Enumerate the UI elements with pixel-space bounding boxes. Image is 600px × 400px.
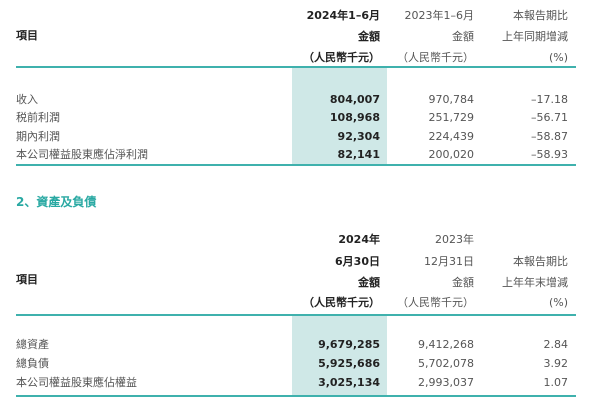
header-item: 項目 [16, 273, 38, 286]
header-c1: 2024年1–6月 [306, 9, 380, 22]
divider [16, 314, 576, 316]
divider [16, 66, 576, 68]
cell-c1: 92,304 [337, 130, 380, 143]
header-c1: （人民幣千元） [303, 51, 380, 64]
cell-c2: 251,729 [428, 111, 475, 124]
header-c3: (%) [548, 51, 568, 64]
highlight-column-2 [292, 316, 387, 396]
header-c2: （人民幣千元） [397, 296, 474, 309]
header-c1: 6月30日 [335, 255, 380, 268]
cell-c2: 970,784 [428, 93, 475, 106]
cell-label: 總資產 [16, 338, 49, 351]
header-c2: 2023年1–6月 [404, 9, 475, 22]
header-c1: （人民幣千元） [303, 296, 380, 309]
cell-label: 期內利潤 [16, 130, 60, 143]
cell-c3: 2.84 [543, 338, 569, 351]
cell-c1: 82,141 [337, 148, 380, 161]
cell-c1: 5,925,686 [318, 357, 380, 370]
cell-c3: –58.93 [531, 148, 568, 161]
header-c2: （人民幣千元） [397, 51, 474, 64]
header-c2: 12月31日 [424, 255, 474, 268]
cell-label: 總負債 [16, 357, 49, 370]
section-title: 2、資產及負債 [16, 195, 97, 209]
header-c2: 金額 [452, 276, 474, 289]
cell-label: 本公司權益股東應佔淨利潤 [16, 148, 148, 161]
header-c1: 金額 [358, 30, 380, 43]
cell-c2: 9,412,268 [418, 338, 474, 351]
header-c3: 本報告期比 [513, 9, 568, 22]
header-c3: (%) [548, 296, 568, 309]
cell-c3: –17.18 [531, 93, 568, 106]
cell-c3: 1.07 [543, 376, 569, 389]
cell-c1: 804,007 [329, 93, 380, 106]
header-c2: 2023年 [435, 233, 474, 246]
cell-label: 收入 [16, 93, 38, 106]
cell-c1: 9,679,285 [318, 338, 380, 351]
header-c1: 金額 [358, 276, 380, 289]
cell-c2: 2,993,037 [418, 376, 474, 389]
cell-label: 税前利潤 [16, 111, 60, 124]
cell-c3: –58.87 [531, 130, 568, 143]
cell-c3: 3.92 [543, 357, 569, 370]
header-item: 項目 [16, 29, 38, 42]
cell-label: 本公司權益股東應佔權益 [16, 376, 137, 389]
header-c3: 上年同期增減 [502, 30, 568, 43]
header-c3: 上年年末增減 [502, 276, 568, 289]
divider [16, 395, 576, 397]
cell-c2: 224,439 [428, 130, 475, 143]
cell-c2: 5,702,078 [418, 357, 474, 370]
cell-c2: 200,020 [428, 148, 475, 161]
header-c3: 本報告期比 [513, 255, 568, 268]
cell-c3: –56.71 [531, 111, 568, 124]
header-c2: 金額 [452, 30, 474, 43]
highlight-column-1 [292, 68, 387, 165]
divider [16, 164, 576, 166]
cell-c1: 108,968 [329, 111, 380, 124]
cell-c1: 3,025,134 [318, 376, 380, 389]
header-c1: 2024年 [338, 233, 380, 246]
